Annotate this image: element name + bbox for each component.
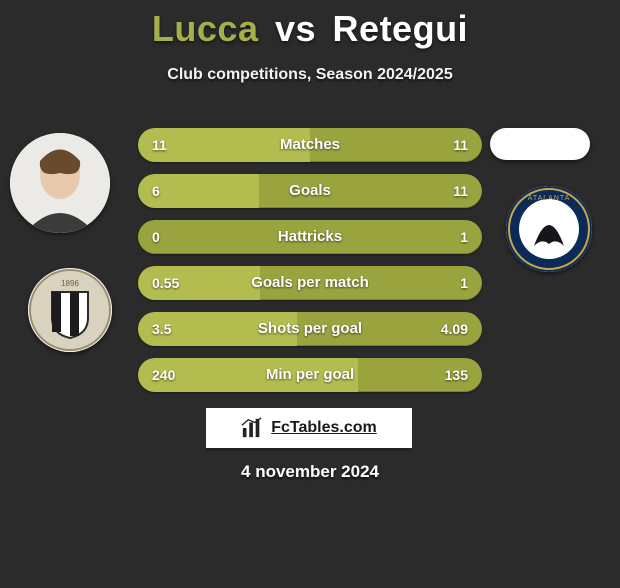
title-player1: Lucca xyxy=(152,8,259,49)
stat-value-right: 1 xyxy=(460,266,468,300)
stat-row: 240Min per goal135 xyxy=(138,358,482,392)
stats-container: 11Matches116Goals110Hattricks10.55Goals … xyxy=(138,128,482,404)
stat-value-right: 11 xyxy=(453,174,468,208)
title-vs: vs xyxy=(275,8,316,49)
subtitle: Club competitions, Season 2024/2025 xyxy=(0,66,620,84)
player-left-avatar xyxy=(10,133,110,233)
stat-row: 6Goals11 xyxy=(138,174,482,208)
fctables-link[interactable]: FcTables.com xyxy=(206,408,412,448)
stat-value-right: 11 xyxy=(453,128,468,162)
stat-value-right: 4.09 xyxy=(441,312,468,346)
stat-row: 0Hattricks1 xyxy=(138,220,482,254)
stat-value-right: 1 xyxy=(460,220,468,254)
stat-row: 3.5Shots per goal4.09 xyxy=(138,312,482,346)
player-right-avatar xyxy=(490,128,590,160)
stat-label: Hattricks xyxy=(138,220,482,254)
stat-row: 11Matches11 xyxy=(138,128,482,162)
bar-chart-icon xyxy=(241,417,263,439)
svg-text:1896: 1896 xyxy=(61,279,79,288)
svg-text:ATALANTA: ATALANTA xyxy=(528,195,571,202)
stat-row: 0.55Goals per match1 xyxy=(138,266,482,300)
stat-label: Goals xyxy=(138,174,482,208)
person-icon xyxy=(10,133,110,233)
comparison-card: Lucca vs Retegui Club competitions, Seas… xyxy=(0,8,620,588)
fctables-label: FcTables.com xyxy=(271,419,377,437)
stat-label: Shots per goal xyxy=(138,312,482,346)
shield-icon: ATALANTA xyxy=(506,186,592,272)
stat-label: Goals per match xyxy=(138,266,482,300)
club-right-badge: ATALANTA xyxy=(506,186,592,272)
page-title: Lucca vs Retegui xyxy=(0,8,620,50)
title-player2: Retegui xyxy=(333,8,469,49)
stat-label: Min per goal xyxy=(138,358,482,392)
stat-value-right: 135 xyxy=(445,358,468,392)
club-left-badge: 1896 xyxy=(28,268,112,352)
date-text: 4 november 2024 xyxy=(0,462,620,482)
stat-label: Matches xyxy=(138,128,482,162)
shield-icon: 1896 xyxy=(28,268,112,352)
